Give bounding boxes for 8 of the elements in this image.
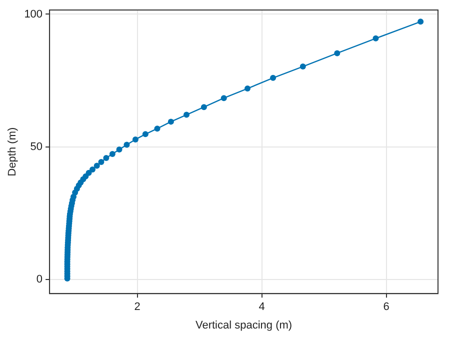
x-tick-label: 6 — [383, 301, 390, 314]
x-axis-title: Vertical spacing (m) — [195, 319, 292, 332]
y-axis-title: Depth (m) — [6, 127, 19, 176]
y-tick-label: 50 — [30, 140, 43, 153]
y-tick-label: 100 — [24, 8, 43, 20]
x-tick-label: 2 — [134, 301, 140, 314]
x-tick-label: 4 — [258, 301, 265, 314]
y-tick-label: 0 — [36, 274, 43, 286]
